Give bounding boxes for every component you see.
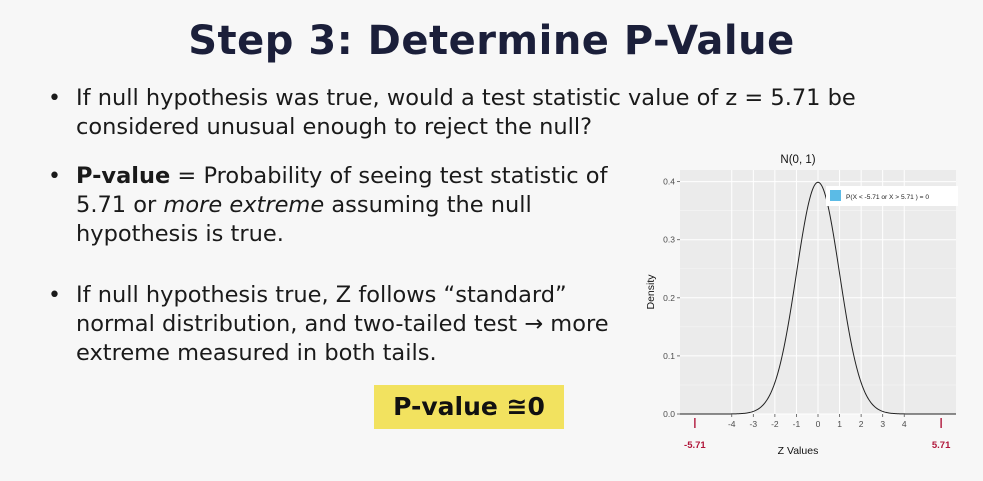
p-value-result-box: P-value ≅0 xyxy=(374,385,564,429)
bullet-text: If null hypothesis true, Z follows “stan… xyxy=(76,282,609,366)
y-tick-label: 0.0 xyxy=(663,409,675,419)
bullet-text: If null hypothesis was true, would a tes… xyxy=(76,85,856,140)
emphasis-text: more extreme xyxy=(163,192,325,218)
chart-svg: -5.71 5.71 -4 -3 -2 -1 0 1 2 3 4 0.0 0.1 0.2 0.3 0.4 N(0… xyxy=(645,154,958,457)
x-tick-label: 4 xyxy=(902,419,907,429)
legend-swatch xyxy=(830,190,841,201)
x-tick-label: -3 xyxy=(750,419,758,429)
x-tick-label: 1 xyxy=(837,419,842,429)
legend-label: P(X < -5.71 or X > 5.71 ) = 0 xyxy=(846,194,929,201)
chart-title: N(0, 1) xyxy=(780,154,815,166)
x-tick-label: -2 xyxy=(771,419,779,429)
bullet-text-part: = Probability of seeing test statistic o… xyxy=(76,163,608,218)
y-tick-label: 0.3 xyxy=(663,235,675,245)
x-tick-label: 0 xyxy=(816,419,821,429)
critical-value-label: 5.71 xyxy=(932,440,951,451)
x-tick-label: -1 xyxy=(793,419,801,429)
x-axis-label: Z Values xyxy=(778,445,819,457)
critical-value-label: -5.71 xyxy=(684,440,706,451)
bullet-text-part: assuming the null hypothesis is true. xyxy=(76,192,532,247)
bullet-text: P-value = Probability of seeing test sta… xyxy=(76,162,656,249)
x-tick-label: -4 xyxy=(728,419,736,429)
bullet-dot: • xyxy=(48,283,61,308)
normal-distribution-chart: -5.71 5.71 -4 -3 -2 -1 0 1 2 3 4 0.0 0.1 0.2 0.3 0.4 N(0… xyxy=(640,148,970,458)
slide-title: Step 3: Determine P-Value xyxy=(188,18,795,64)
p-value-term: P-value xyxy=(76,163,171,189)
y-tick-label: 0.4 xyxy=(663,177,675,187)
density-curve xyxy=(680,181,956,415)
x-tick-label: 3 xyxy=(880,419,885,429)
y-axis-label: Density xyxy=(645,274,657,310)
y-tick-label: 0.1 xyxy=(663,351,675,361)
legend-box xyxy=(826,186,958,206)
bullet-dot: • xyxy=(48,86,61,111)
x-tick-label: 2 xyxy=(859,419,864,429)
y-tick-label: 0.2 xyxy=(663,293,675,303)
bullet-dot: • xyxy=(48,164,61,189)
